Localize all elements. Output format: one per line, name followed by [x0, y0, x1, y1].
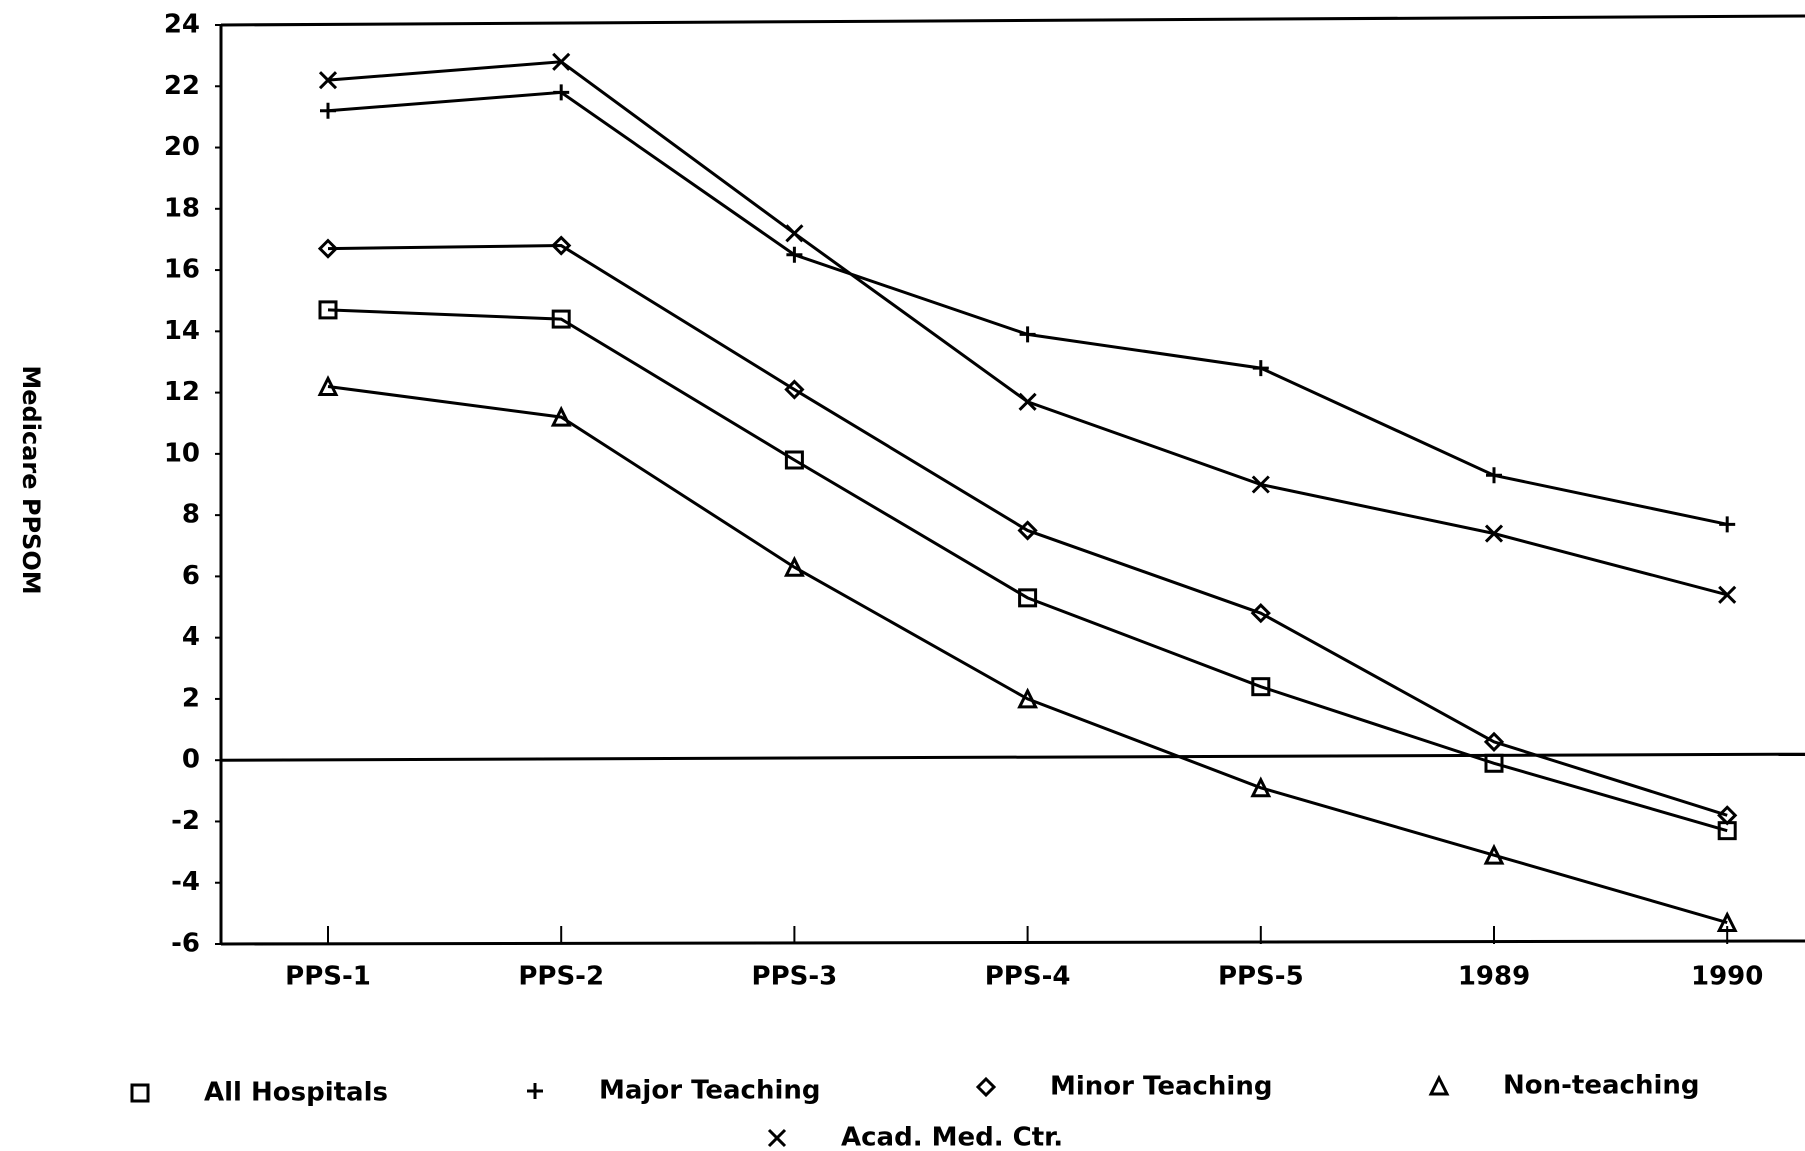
x-tick-label: PPS-4: [985, 962, 1071, 992]
data-point: [1716, 911, 1738, 933]
data-point: [783, 555, 805, 577]
series-line: [327, 90, 1728, 526]
y-tick-label: 22: [164, 71, 200, 101]
legend-label: Non-teaching: [1503, 1071, 1700, 1101]
series-line: [327, 384, 1728, 924]
y-tick-label: 24: [164, 10, 200, 40]
data-point: [1018, 588, 1038, 608]
y-tick-label: 0: [182, 745, 200, 775]
y-tick-label: -4: [171, 867, 200, 897]
data-point: [552, 52, 571, 71]
x-tick-label: PPS-3: [752, 962, 838, 992]
data-point: [551, 235, 572, 256]
data-point: [784, 450, 804, 470]
y-tick-label: 4: [182, 622, 200, 652]
data-point: [1486, 467, 1502, 484]
data-point: [1719, 516, 1736, 533]
data-point: [1718, 585, 1737, 604]
y-tick-label: -6: [171, 929, 200, 959]
data-point: [551, 309, 571, 329]
legend-label: Major Teaching: [599, 1076, 820, 1106]
data-point: [1019, 326, 1036, 343]
data-point: [1717, 805, 1738, 826]
legend-label: Minor Teaching: [1050, 1072, 1272, 1102]
x-tick-label: 1989: [1458, 962, 1530, 992]
series-line: [327, 244, 1728, 817]
data-point: [1017, 687, 1039, 709]
data-point: [1250, 776, 1272, 798]
legend-marker: [527, 1083, 543, 1099]
data-point: [1484, 753, 1504, 773]
legend-label: All Hospitals: [204, 1078, 388, 1108]
y-tick-label: 10: [164, 438, 200, 468]
legend-marker: [975, 1076, 997, 1098]
x-tick-label: PPS-2: [518, 962, 604, 992]
data-point: [320, 102, 336, 119]
x-tick-label: 1990: [1691, 962, 1763, 992]
data-point: [318, 71, 338, 90]
data-point: [784, 379, 805, 400]
data-point: [1250, 603, 1271, 624]
data-point: [1483, 843, 1505, 865]
data-point: [553, 84, 570, 101]
plot-frame-bottom: [220, 939, 1805, 946]
y-tick-label: 2: [182, 683, 200, 713]
legend-marker: [767, 1128, 787, 1148]
zero-line: [220, 752, 1805, 762]
y-tick-label: 14: [164, 316, 200, 346]
y-tick-label: 18: [164, 193, 200, 223]
plot-frame-top: [220, 14, 1805, 27]
y-tick-label: 16: [164, 255, 200, 285]
data-point: [1252, 360, 1269, 377]
data-point: [317, 375, 339, 396]
data-point: [1017, 520, 1038, 541]
x-tick-label: PPS-5: [1218, 962, 1304, 992]
legend-marker: [130, 1083, 150, 1103]
data-point: [786, 246, 803, 263]
data-point: [785, 224, 804, 243]
data-point: [550, 405, 572, 427]
data-point: [1018, 392, 1037, 411]
data-point: [318, 300, 338, 320]
x-tick-label: PPS-1: [285, 962, 371, 992]
legend-marker: [1428, 1074, 1450, 1096]
data-point: [1251, 475, 1270, 494]
y-tick-label: 6: [182, 561, 200, 591]
data-point: [1251, 677, 1271, 697]
data-point: [1483, 731, 1505, 752]
y-axis-label: Medicare PPSOM: [17, 365, 45, 594]
y-tick-label: -2: [171, 806, 200, 836]
series-line: [327, 308, 1728, 833]
data-point: [317, 238, 339, 259]
legend-label: Acad. Med. Ctr.: [841, 1123, 1063, 1151]
y-tick-label: 20: [164, 132, 200, 162]
y-tick-label: 12: [164, 377, 200, 407]
data-point: [1484, 524, 1504, 543]
y-tick-label: 8: [182, 500, 200, 530]
